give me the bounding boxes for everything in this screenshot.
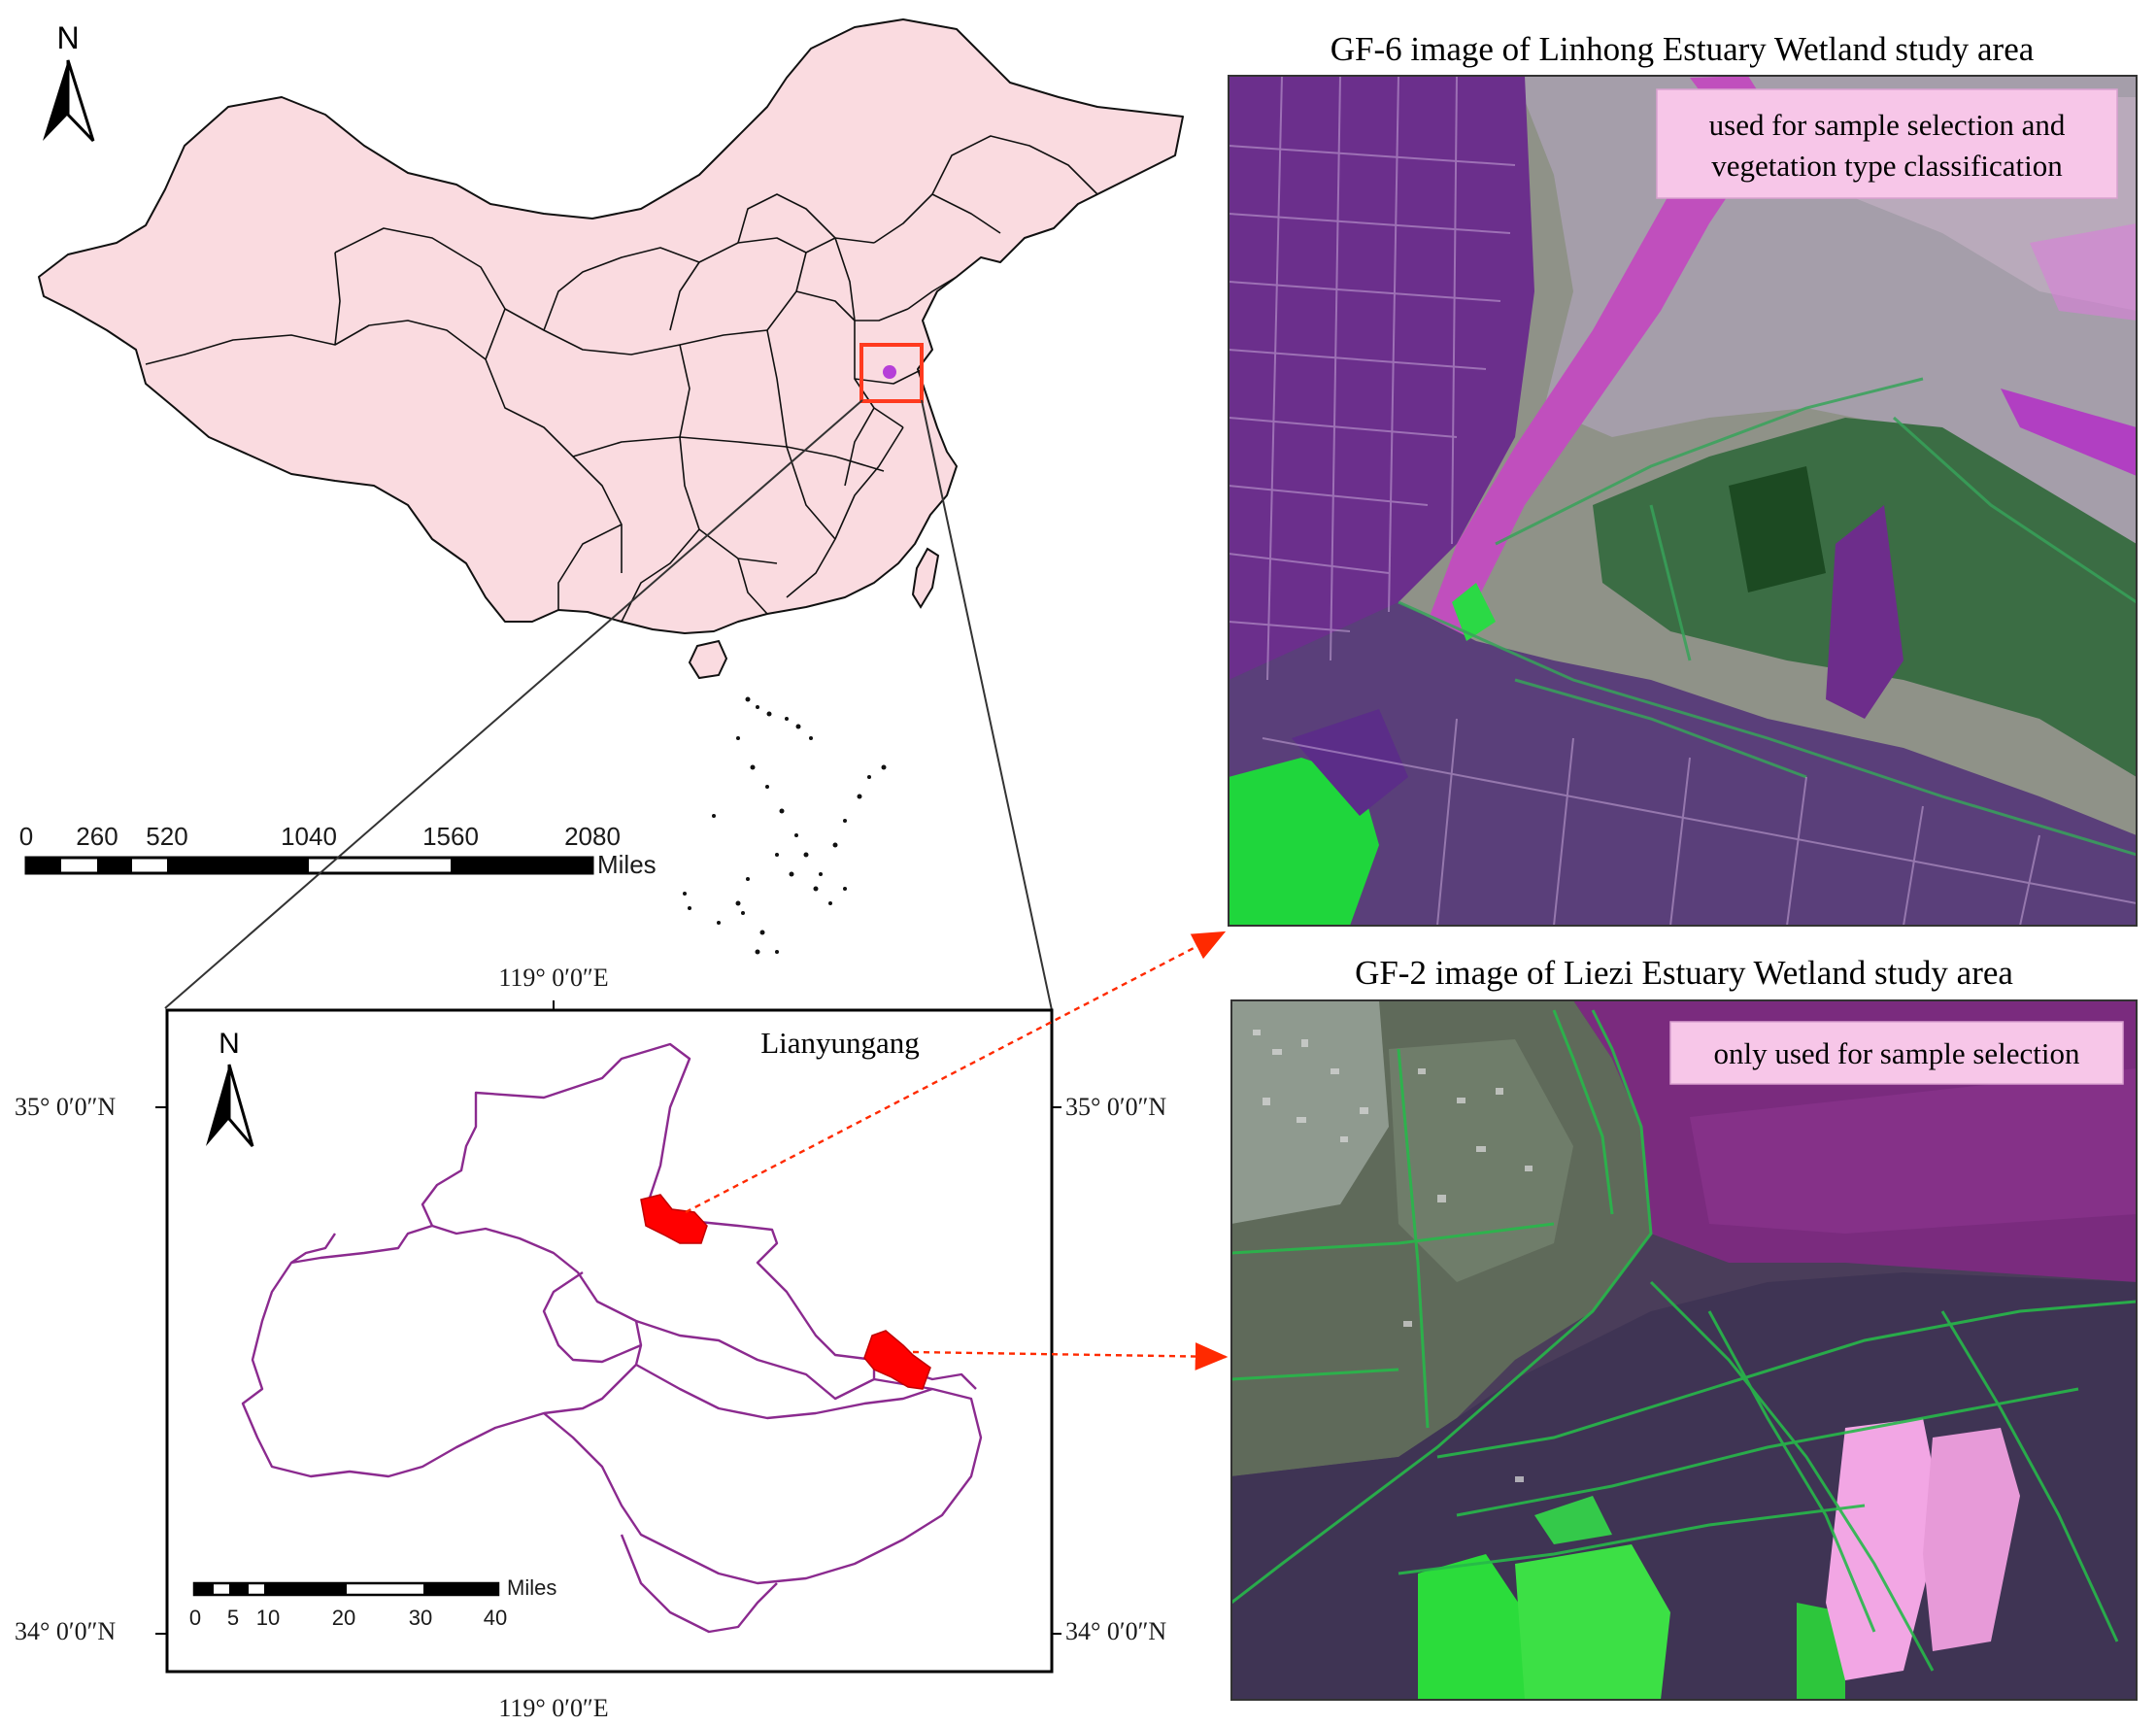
study-region-highlight-box — [859, 343, 924, 403]
lon-label-bottom: 119° 0′0″E — [498, 1694, 608, 1722]
provincial-boundaries — [145, 135, 1098, 623]
scale-unit: Miles — [597, 850, 657, 879]
study-region-marker — [883, 365, 896, 379]
district-south-guanyun — [543, 1377, 983, 1585]
lat-label-bottom-left: 34° 0′0″N — [15, 1617, 116, 1645]
taiwan-island — [911, 547, 940, 609]
zoom-line-right — [921, 399, 1053, 1011]
district-south-guannan — [620, 1534, 778, 1634]
gf6-note-box: used for sample selection and vegetation… — [1656, 88, 2118, 199]
pointer-arrow-gf6 — [685, 931, 1227, 1214]
national-scale-bar: 0 260 520 1040 1560 2080 Miles — [19, 822, 657, 879]
north-arrow-left-half — [43, 60, 68, 141]
gf6-note-line1: used for sample selection and — [1709, 108, 2066, 142]
inset-scale-unit: Miles — [507, 1575, 556, 1600]
north-label-inset: N — [219, 1028, 240, 1060]
gf2-note-line1: only used for sample selection — [1713, 1036, 2080, 1070]
inset-scale-tick-10: 10 — [256, 1606, 280, 1630]
gf6-panel-title: GF-6 image of Linhong Estuary Wetland st… — [1331, 30, 2035, 68]
district-west-donghai — [241, 1224, 643, 1478]
inset-scale-tick-20: 20 — [332, 1606, 355, 1630]
gf2-satellite-image — [1231, 1000, 2137, 1700]
inset-graticule-labels: 119° 0′0″E 119° 0′0″E 35° 0′0″N 35° 0′0″… — [15, 964, 1166, 1722]
gf2-panel-title: GF-2 image of Liezi Estuary Wetland stud… — [1355, 954, 2013, 992]
scale-tick-520: 520 — [146, 822, 187, 851]
gf2-note-box: only used for sample selection — [1669, 1021, 2124, 1085]
inset-scale-tick-30: 30 — [409, 1606, 432, 1630]
south-china-sea-islands — [683, 696, 887, 955]
gf6-image-frame — [1228, 75, 2138, 927]
scale-tick-0: 0 — [19, 822, 33, 851]
zoom-line-left — [164, 399, 863, 1009]
gf2-image-frame — [1230, 999, 2138, 1701]
scale-tick-260: 260 — [76, 822, 118, 851]
scale-tick-2080: 2080 — [564, 822, 621, 851]
north-label: N — [56, 20, 79, 55]
lat-label-bottom-right: 34° 0′0″N — [1065, 1617, 1166, 1645]
china-mainland — [38, 18, 1184, 634]
study-area-liezi — [863, 1330, 931, 1390]
gf6-note-line2: vegetation type classification — [1711, 149, 2063, 183]
inset-map-lianyungang: Lianyungang N 0 5 — [165, 1008, 1054, 1674]
lat-label-top-left: 35° 0′0″N — [15, 1093, 116, 1121]
study-area-linhong — [640, 1194, 708, 1244]
inset-scale-tick-40: 40 — [484, 1606, 507, 1630]
scale-tick-1560: 1560 — [422, 822, 479, 851]
pointer-arrow-gf2 — [912, 1342, 1229, 1371]
gf6-satellite-image — [1229, 76, 2137, 926]
inset-scale-tick-0: 0 — [189, 1606, 201, 1630]
inset-place-name: Lianyungang — [760, 1026, 920, 1060]
north-arrow-main: N — [43, 20, 95, 143]
inset-scale-bar: 0 5 10 20 30 40 Miles — [189, 1575, 556, 1630]
inset-frame — [165, 1008, 1054, 1674]
inset-scale-tick-5: 5 — [227, 1606, 239, 1630]
lon-label-top: 119° 0′0″E — [498, 964, 608, 992]
north-arrow-inset: N — [206, 1028, 254, 1147]
lat-label-top-right: 35° 0′0″N — [1065, 1093, 1166, 1121]
north-arrow-right-half — [66, 59, 95, 143]
scale-tick-1040: 1040 — [281, 822, 337, 851]
hainan-island — [688, 639, 728, 680]
china-map — [38, 18, 1184, 955]
